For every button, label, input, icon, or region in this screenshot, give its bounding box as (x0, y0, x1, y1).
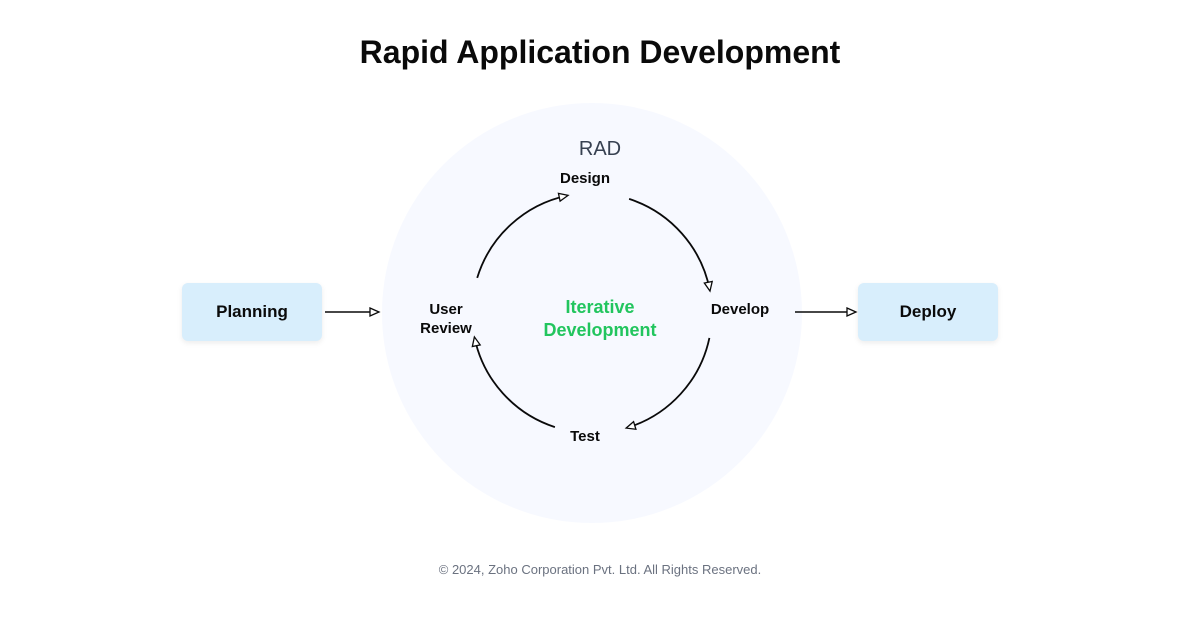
cycle-center-line2: Development (0, 319, 1200, 342)
cycle-center-label: Iterative Development (0, 296, 1200, 343)
cycle-node-review: User Review (386, 301, 506, 339)
cycle-center-line1: Iterative (0, 296, 1200, 319)
cycle-node-design: Design (525, 170, 645, 189)
footer-copyright: © 2024, Zoho Corporation Pvt. Ltd. All R… (0, 562, 1200, 577)
page-title: Rapid Application Development (0, 34, 1200, 71)
cycle-node-develop: Develop (680, 301, 800, 320)
planning-box: Planning (182, 283, 322, 341)
cycle-node-test: Test (525, 428, 645, 447)
cycle-node-review-l2: Review (420, 320, 472, 337)
cycle-acronym-label: RAD (0, 138, 1200, 161)
cycle-node-review-l1: User (429, 301, 462, 318)
deploy-box: Deploy (858, 283, 998, 341)
